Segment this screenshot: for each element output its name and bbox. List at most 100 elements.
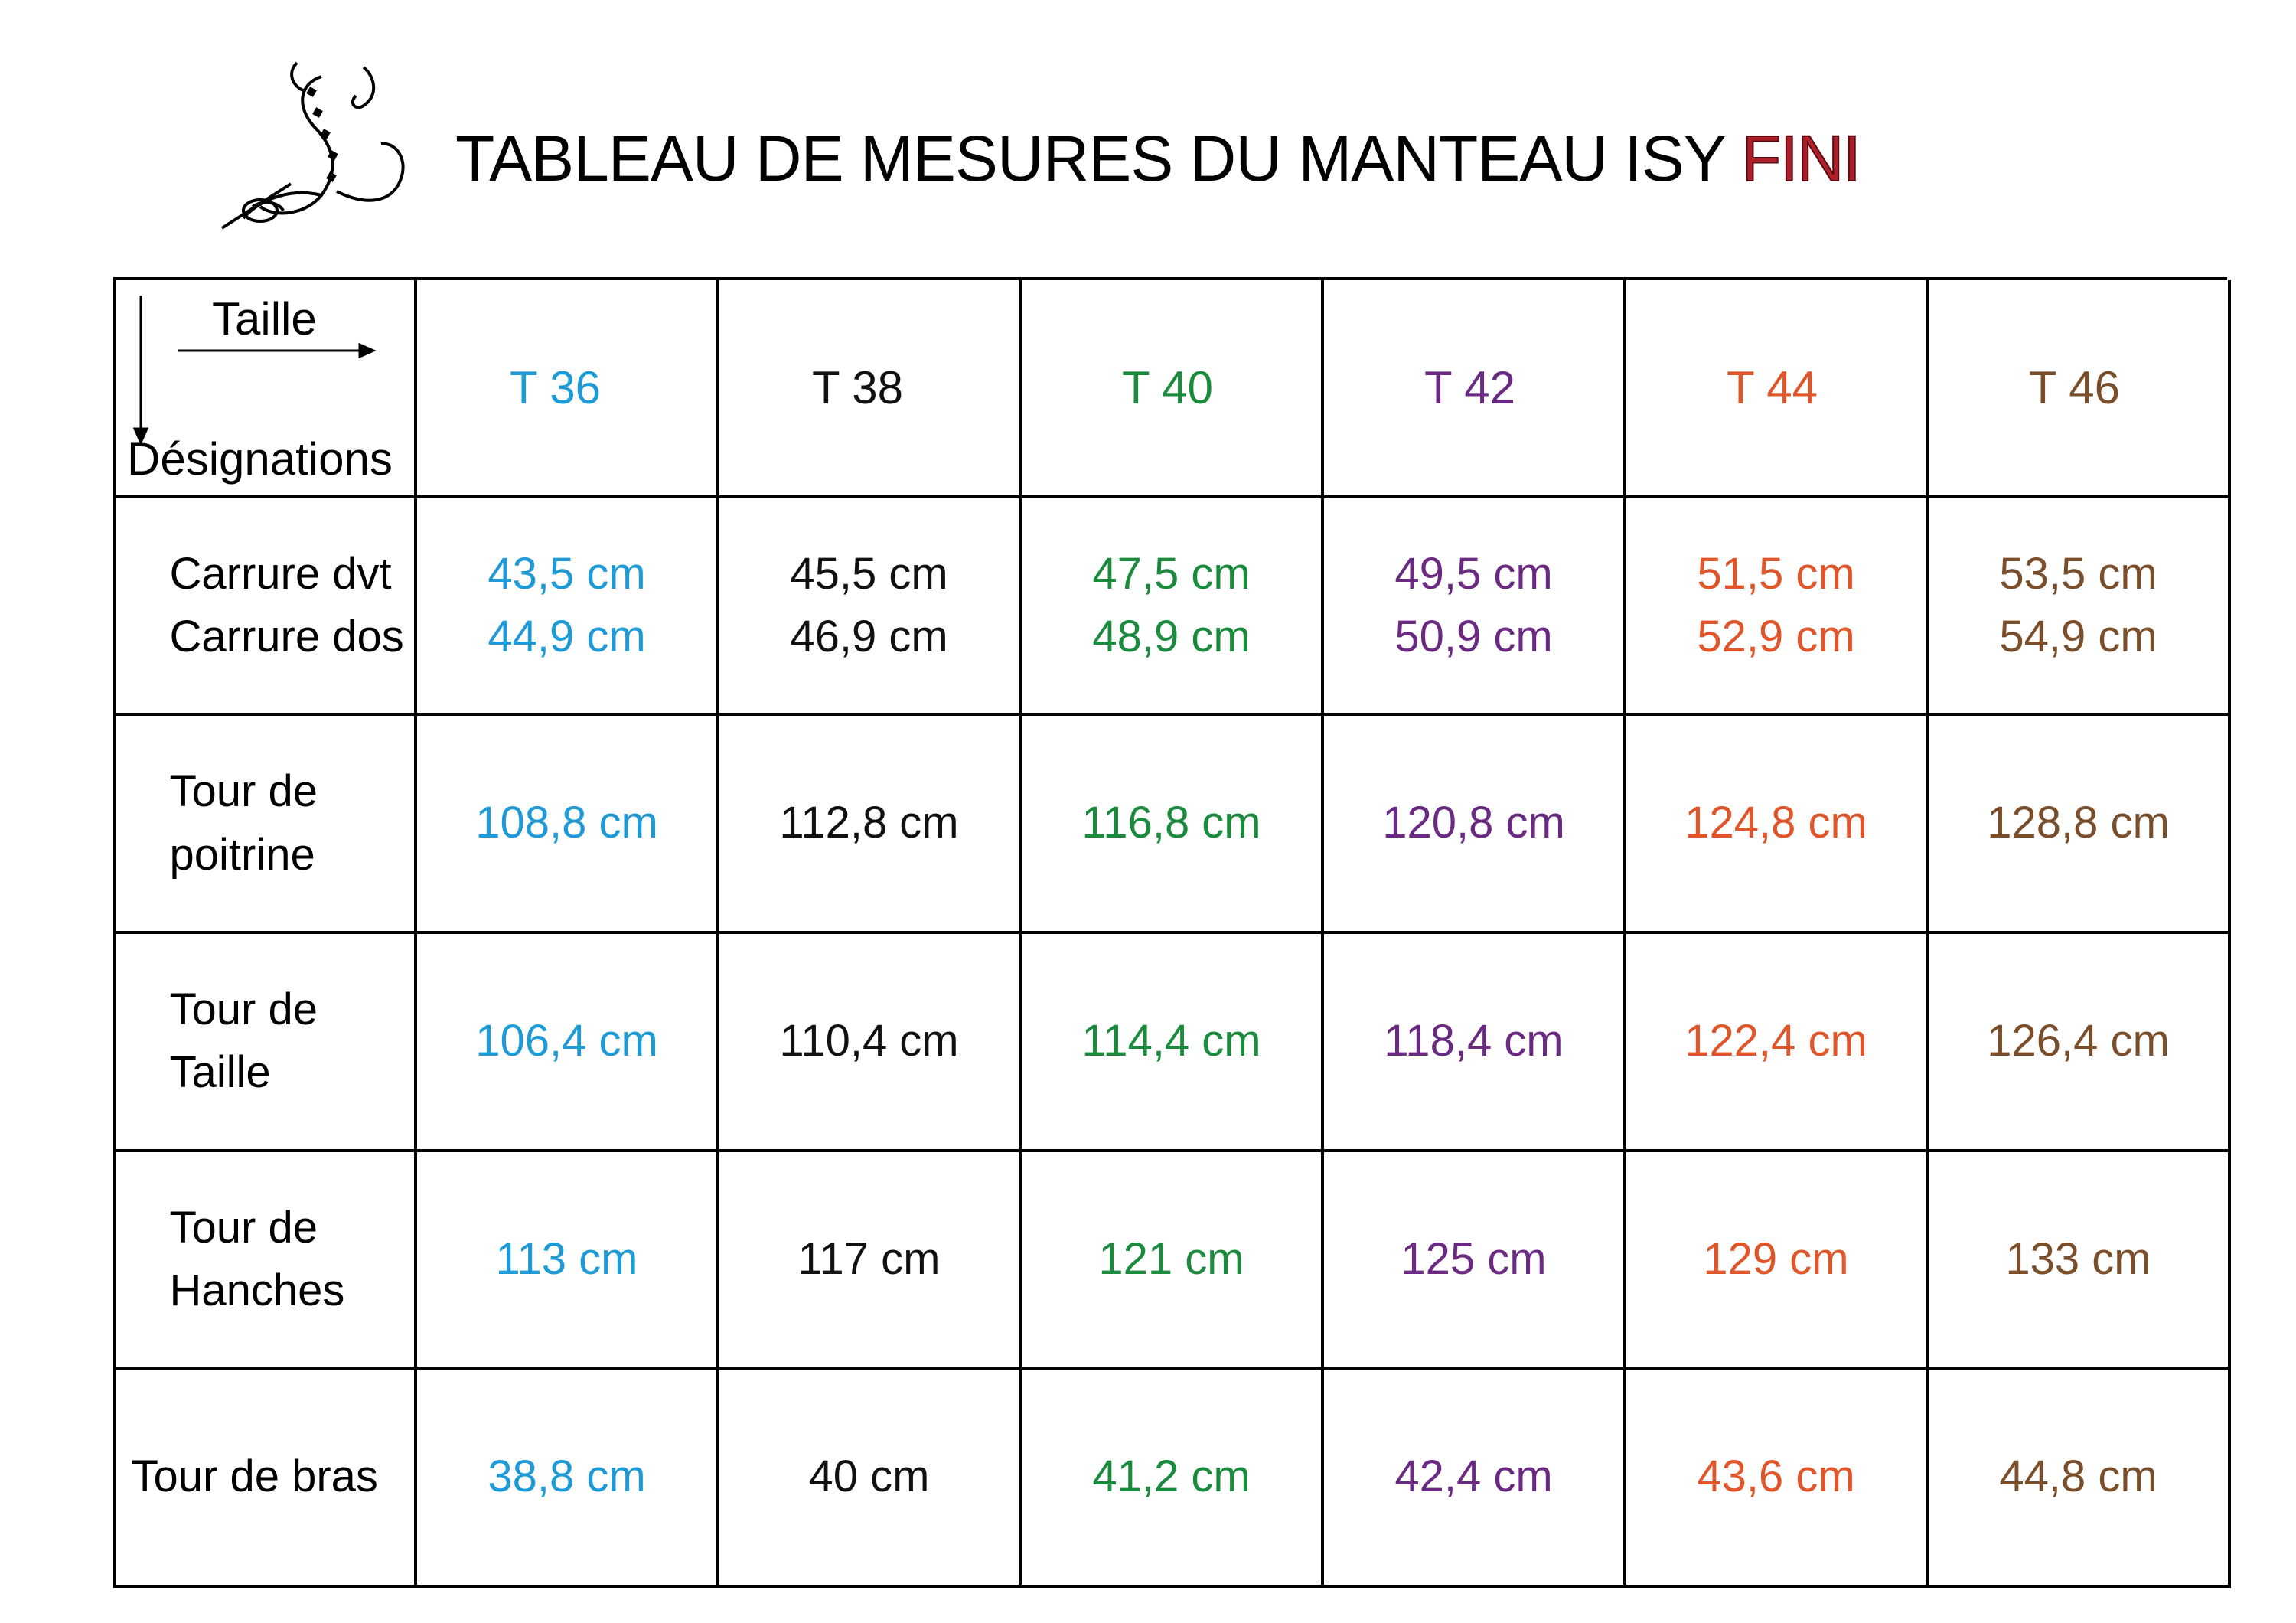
measurement-value: 43,6 cm (1697, 1452, 1855, 1502)
measurement-value: 106,4 cm (475, 1016, 658, 1066)
corner-label-designations: Désignations (127, 433, 393, 485)
measurement-cell: 125 cm (1324, 1151, 1626, 1370)
measurement-cell: 43,5 cm 44,9 cm (417, 498, 719, 717)
measurement-cell: 110,4 cm (719, 933, 1022, 1152)
measurement-value: 51,5 cm (1697, 548, 1855, 599)
measurement-cell: 112,8 cm (719, 716, 1022, 934)
measurement-cell: 113 cm (417, 1151, 719, 1370)
measurement-value: 44,9 cm (488, 611, 646, 661)
measurement-value: 53,5 cm (1999, 548, 2157, 599)
row-label-line: Tour de (169, 1202, 318, 1252)
row-label-line: Carrure dos (169, 611, 404, 661)
size-label: T 42 (1424, 361, 1515, 413)
column-header-size: T 40 (1022, 280, 1324, 498)
measurement-value: 49,5 cm (1394, 548, 1553, 599)
measurement-value: 50,9 cm (1394, 611, 1553, 661)
measurement-cell: 40 cm (719, 1370, 1022, 1588)
measurement-value: 45,5 cm (790, 548, 948, 599)
row-label-line: poitrine (169, 829, 315, 880)
measurement-cell: 118,4 cm (1324, 933, 1626, 1152)
measurement-value: 124,8 cm (1684, 798, 1867, 848)
column-header-size: T 38 (719, 280, 1022, 498)
measurement-value: 116,8 cm (1081, 798, 1261, 848)
measurement-cell: 51,5 cm 52,9 cm (1626, 498, 1929, 717)
row-label-line: Carrure dvt (169, 548, 392, 599)
measurement-value: 133 cm (2005, 1233, 2151, 1284)
measurement-value: 117 cm (797, 1233, 941, 1284)
column-header-size: T 46 (1929, 280, 2231, 498)
axis-arrows-icon (132, 296, 377, 446)
measurement-cell: 128,8 cm (1929, 716, 2231, 934)
measurement-cell: 126,4 cm (1929, 933, 2231, 1152)
size-label: T 44 (1727, 361, 1818, 413)
measurement-cell: 49,5 cm 50,9 cm (1324, 498, 1626, 717)
measurement-cell: 45,5 cm 46,9 cm (719, 498, 1022, 717)
measurement-cell: 121 cm (1022, 1151, 1324, 1370)
column-header-size: T 44 (1626, 280, 1929, 498)
row-label-line: Tour de (169, 766, 318, 817)
measurement-cell: 129 cm (1626, 1151, 1929, 1370)
row-label: Carrure dvt Carrure dos (116, 498, 417, 717)
measurement-cell: 124,8 cm (1626, 716, 1929, 934)
measurement-value: 44,8 cm (1999, 1452, 2157, 1502)
row-label: Tour de poitrine (116, 716, 417, 934)
measurement-cell: 117 cm (719, 1151, 1022, 1370)
measurement-value: 122,4 cm (1684, 1016, 1867, 1066)
measurement-value: 112,8 cm (779, 798, 959, 848)
measurement-value: 126,4 cm (1987, 1016, 2170, 1066)
table-corner-header: Taille Désignations (116, 280, 417, 498)
measurement-cell: 122,4 cm (1626, 933, 1929, 1152)
measurement-value: 120,8 cm (1382, 798, 1565, 848)
column-header-size: T 36 (417, 280, 719, 498)
row-label-line: Tour de bras (131, 1452, 378, 1502)
measurement-cell: 108,8 cm (417, 716, 719, 934)
size-label: T 36 (510, 361, 601, 413)
measurement-value: 118,4 cm (1384, 1016, 1564, 1066)
measurement-cell: 116,8 cm (1022, 716, 1324, 934)
measurement-value: 40 cm (808, 1452, 930, 1502)
measurement-cell: 47,5 cm 48,9 cm (1022, 498, 1324, 717)
measurement-cell: 53,5 cm 54,9 cm (1929, 498, 2231, 717)
title-highlight-fini: FINI (1741, 122, 1862, 194)
measurement-cell: 133 cm (1929, 1151, 2231, 1370)
corner-label-taille: Taille (212, 293, 317, 345)
row-label: Tour de bras (116, 1370, 417, 1588)
row-label: Tour de Hanches (116, 1151, 417, 1370)
measurement-value: 47,5 cm (1092, 548, 1251, 599)
measurement-value: 43,5 cm (488, 548, 646, 599)
row-label-line: Taille (169, 1047, 271, 1098)
column-header-size: T 42 (1324, 280, 1626, 498)
measurement-cell: 41,2 cm (1022, 1370, 1324, 1588)
measurement-value: 38,8 cm (488, 1452, 646, 1502)
size-label: T 40 (1122, 361, 1213, 413)
measurement-value: 113 cm (495, 1233, 638, 1284)
measurement-value: 42,4 cm (1394, 1452, 1553, 1502)
measurement-value: 125 cm (1401, 1233, 1547, 1284)
size-label: T 46 (2029, 361, 2120, 413)
row-label-line: Hanches (169, 1265, 345, 1315)
measurement-value: 54,9 cm (1999, 611, 2157, 661)
needle-thread-swirl-icon (207, 54, 421, 237)
title-main: TABLEAU DE MESURES DU MANTEAU ISY (455, 122, 1727, 194)
measurement-cell: 38,8 cm (417, 1370, 719, 1588)
measurement-value: 52,9 cm (1697, 611, 1855, 661)
measurement-value: 114,4 cm (1081, 1016, 1261, 1066)
row-label-line: Tour de (169, 984, 318, 1034)
measurement-cell: 43,6 cm (1626, 1370, 1929, 1588)
measurement-value: 129 cm (1703, 1233, 1849, 1284)
page-title: TABLEAU DE MESURES DU MANTEAU ISY FINI (455, 126, 1861, 191)
measurement-cell: 120,8 cm (1324, 716, 1626, 934)
measurement-value: 46,9 cm (790, 611, 948, 661)
measurement-cell: 44,8 cm (1929, 1370, 2231, 1588)
measurement-value: 108,8 cm (475, 798, 658, 848)
measurement-value: 48,9 cm (1092, 611, 1251, 661)
row-label: Tour de Taille (116, 933, 417, 1152)
size-label: T 38 (812, 361, 903, 413)
measurement-value: 121 cm (1098, 1233, 1244, 1284)
measurement-value: 110,4 cm (779, 1016, 959, 1066)
measurement-table: Taille Désignations T 36 T 38 T 40 T 42 T 44… (113, 277, 2231, 1588)
measurement-cell: 42,4 cm (1324, 1370, 1626, 1588)
measurement-value: 128,8 cm (1987, 798, 2170, 848)
measurement-cell: 106,4 cm (417, 933, 719, 1152)
measurement-value: 41,2 cm (1092, 1452, 1251, 1502)
